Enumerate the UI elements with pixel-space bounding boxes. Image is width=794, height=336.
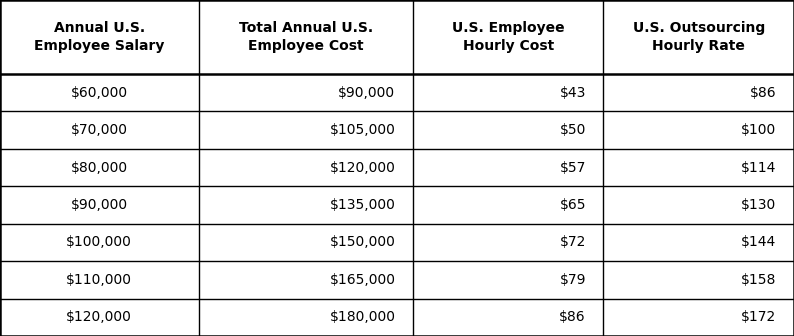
Text: $144: $144 xyxy=(742,236,777,249)
Text: $158: $158 xyxy=(741,273,777,287)
Text: $130: $130 xyxy=(742,198,777,212)
Text: $86: $86 xyxy=(750,86,777,100)
Text: $80,000: $80,000 xyxy=(71,161,128,174)
Text: $165,000: $165,000 xyxy=(330,273,395,287)
Text: U.S. Outsourcing
Hourly Rate: U.S. Outsourcing Hourly Rate xyxy=(633,21,765,53)
Text: $100,000: $100,000 xyxy=(67,236,132,249)
Text: Total Annual U.S.
Employee Cost: Total Annual U.S. Employee Cost xyxy=(239,21,372,53)
Text: $70,000: $70,000 xyxy=(71,123,128,137)
Text: $180,000: $180,000 xyxy=(330,310,395,324)
Text: $120,000: $120,000 xyxy=(67,310,132,324)
Text: $114: $114 xyxy=(741,161,777,174)
Text: $135,000: $135,000 xyxy=(330,198,395,212)
Text: $72: $72 xyxy=(560,236,586,249)
Text: $90,000: $90,000 xyxy=(71,198,128,212)
Text: Annual U.S.
Employee Salary: Annual U.S. Employee Salary xyxy=(34,21,164,53)
Text: U.S. Employee
Hourly Cost: U.S. Employee Hourly Cost xyxy=(452,21,565,53)
Text: $120,000: $120,000 xyxy=(330,161,395,174)
Text: $100: $100 xyxy=(742,123,777,137)
Text: $150,000: $150,000 xyxy=(330,236,395,249)
Text: $110,000: $110,000 xyxy=(66,273,133,287)
Text: $172: $172 xyxy=(742,310,777,324)
Text: $60,000: $60,000 xyxy=(71,86,128,100)
Text: $57: $57 xyxy=(560,161,586,174)
Text: $90,000: $90,000 xyxy=(338,86,395,100)
Text: $105,000: $105,000 xyxy=(330,123,395,137)
Text: $79: $79 xyxy=(560,273,586,287)
Text: $50: $50 xyxy=(560,123,586,137)
Text: $65: $65 xyxy=(560,198,586,212)
Text: $43: $43 xyxy=(560,86,586,100)
Text: $86: $86 xyxy=(559,310,586,324)
